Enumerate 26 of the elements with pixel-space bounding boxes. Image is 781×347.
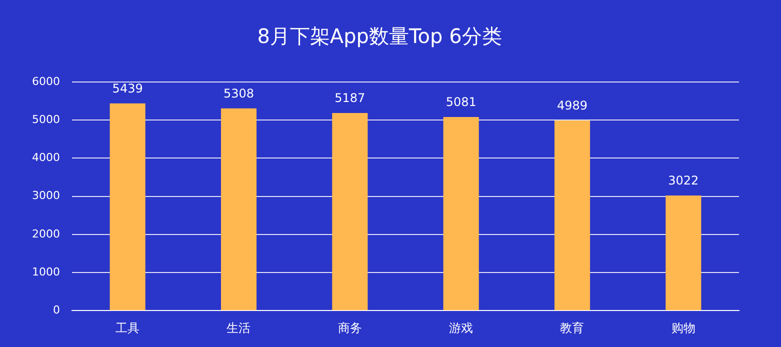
x-tick-label: 购物: [671, 320, 696, 335]
bar: [554, 120, 590, 310]
bar: [332, 112, 368, 310]
y-tick-label: 1000: [32, 265, 60, 278]
data-label: 3022: [668, 174, 699, 188]
bar: [443, 117, 479, 310]
data-label: 5308: [223, 86, 254, 100]
y-tick-label: 0: [52, 303, 60, 316]
data-label: 5439: [112, 82, 143, 96]
x-tick-label: 商务: [338, 320, 362, 335]
x-tick-label: 教育: [560, 320, 584, 335]
y-tick-label: 4000: [32, 151, 60, 164]
data-label: 5081: [446, 95, 476, 110]
x-tick-label: 生活: [226, 320, 251, 335]
bar: [666, 195, 702, 310]
bar: [220, 108, 257, 310]
x-tick-label: 游戏: [449, 320, 474, 335]
chart-title: 8月下架App数量Top 6分类: [257, 24, 502, 48]
data-label: 5187: [334, 91, 366, 106]
y-tick-label: 3000: [32, 189, 60, 202]
y-tick-label: 5000: [32, 112, 60, 126]
x-tick-label: 工具: [116, 320, 140, 335]
y-tick-label: 2000: [32, 227, 60, 240]
data-label: 4989: [556, 98, 588, 113]
bar: [110, 103, 146, 310]
y-tick-label: 6000: [32, 74, 60, 88]
